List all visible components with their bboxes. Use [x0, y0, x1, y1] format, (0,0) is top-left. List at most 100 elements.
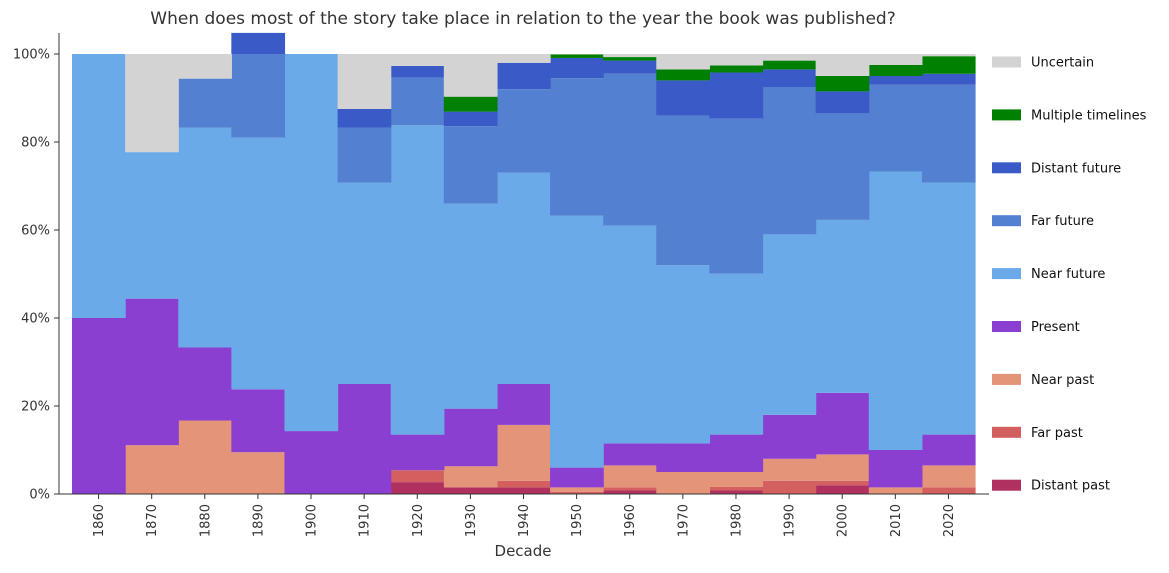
segment — [497, 63, 551, 89]
legend-swatch — [992, 109, 1021, 120]
segment — [338, 182, 392, 384]
legend-swatch — [992, 374, 1021, 385]
x-tick-label: 1910 — [358, 504, 373, 537]
segment — [338, 109, 392, 127]
segment — [444, 409, 498, 467]
legend-item: Near future — [992, 267, 1105, 282]
segment — [869, 76, 923, 85]
segment — [709, 274, 763, 435]
segment — [178, 54, 232, 79]
legend-label: Uncertain — [1031, 56, 1094, 71]
x-tick-label: 1960 — [623, 504, 638, 537]
segment — [497, 487, 551, 494]
y-tick-label: 0% — [29, 488, 50, 503]
y-tick-label: 40% — [21, 312, 50, 327]
legend-item: Far past — [992, 426, 1083, 441]
segment — [125, 54, 179, 152]
legend-swatch — [992, 268, 1021, 279]
segment — [816, 54, 870, 76]
y-tick-label: 60% — [21, 224, 50, 239]
segment — [869, 487, 923, 494]
legend-label: Present — [1031, 320, 1080, 335]
bars-layer — [72, 33, 976, 494]
segment — [391, 435, 445, 471]
segment — [763, 415, 817, 459]
legend-swatch — [992, 215, 1021, 226]
segment — [763, 69, 817, 87]
x-tick-label: 1930 — [464, 504, 479, 537]
x-tick-label: 1950 — [570, 504, 585, 537]
segment — [816, 113, 870, 219]
segment — [444, 97, 498, 112]
segment — [125, 445, 179, 494]
segment — [603, 54, 657, 57]
legend-label: Far past — [1031, 426, 1083, 441]
segment — [709, 54, 763, 65]
segment — [922, 465, 976, 487]
x-tick-label: 1920 — [411, 504, 426, 537]
segment — [763, 87, 817, 234]
segment — [231, 452, 285, 494]
legend-label: Near past — [1031, 373, 1094, 388]
segment — [603, 465, 657, 487]
legend-swatch — [992, 162, 1021, 173]
segment — [231, 33, 285, 54]
y-tick-label: 20% — [21, 400, 50, 415]
legend-item: Distant future — [992, 161, 1121, 176]
segment — [816, 393, 870, 455]
segment — [763, 54, 817, 61]
segment — [125, 152, 179, 299]
segment — [550, 468, 604, 488]
segment — [709, 72, 763, 118]
segment — [656, 69, 710, 80]
segment — [497, 54, 551, 63]
segment — [497, 89, 551, 173]
x-tick-label: 2000 — [836, 504, 851, 537]
segment — [763, 459, 817, 481]
segment — [338, 127, 392, 182]
segment — [603, 490, 657, 494]
segment — [869, 171, 923, 450]
segment — [816, 481, 870, 485]
segment — [709, 487, 763, 491]
segment — [125, 299, 179, 446]
segment — [391, 125, 445, 434]
x-tick-label: 1880 — [198, 504, 213, 537]
legend-item: Multiple timelines — [992, 108, 1147, 123]
segment — [178, 127, 232, 347]
segment — [284, 431, 338, 494]
legend-swatch — [992, 480, 1021, 491]
x-tick-label: 1980 — [729, 504, 744, 537]
legend-label: Distant past — [1031, 479, 1110, 494]
segment — [656, 443, 710, 472]
segment — [72, 318, 126, 494]
segment — [284, 54, 338, 431]
x-tick-label: 1890 — [251, 504, 266, 537]
x-tick-label: 2010 — [889, 504, 904, 537]
segment — [550, 487, 604, 491]
segment — [709, 490, 763, 494]
segment — [497, 384, 551, 425]
segment — [444, 466, 498, 487]
segment — [816, 220, 870, 393]
legend: Uncertain Multiple timelines Distant futur… — [992, 56, 1147, 494]
segment — [603, 74, 657, 226]
segment — [231, 389, 285, 452]
segment — [922, 182, 976, 434]
x-tick-label: 1900 — [305, 504, 320, 537]
segment — [656, 116, 710, 266]
segment — [391, 66, 445, 78]
segment — [869, 85, 923, 172]
segment — [656, 265, 710, 443]
segment — [72, 54, 126, 318]
segment — [603, 57, 657, 61]
segment — [709, 472, 763, 487]
segment — [444, 112, 498, 127]
segment — [550, 215, 604, 467]
segment — [550, 58, 604, 78]
segment — [444, 204, 498, 409]
segment — [656, 54, 710, 69]
x-tick-label: 1940 — [517, 504, 532, 537]
segment — [231, 54, 285, 138]
